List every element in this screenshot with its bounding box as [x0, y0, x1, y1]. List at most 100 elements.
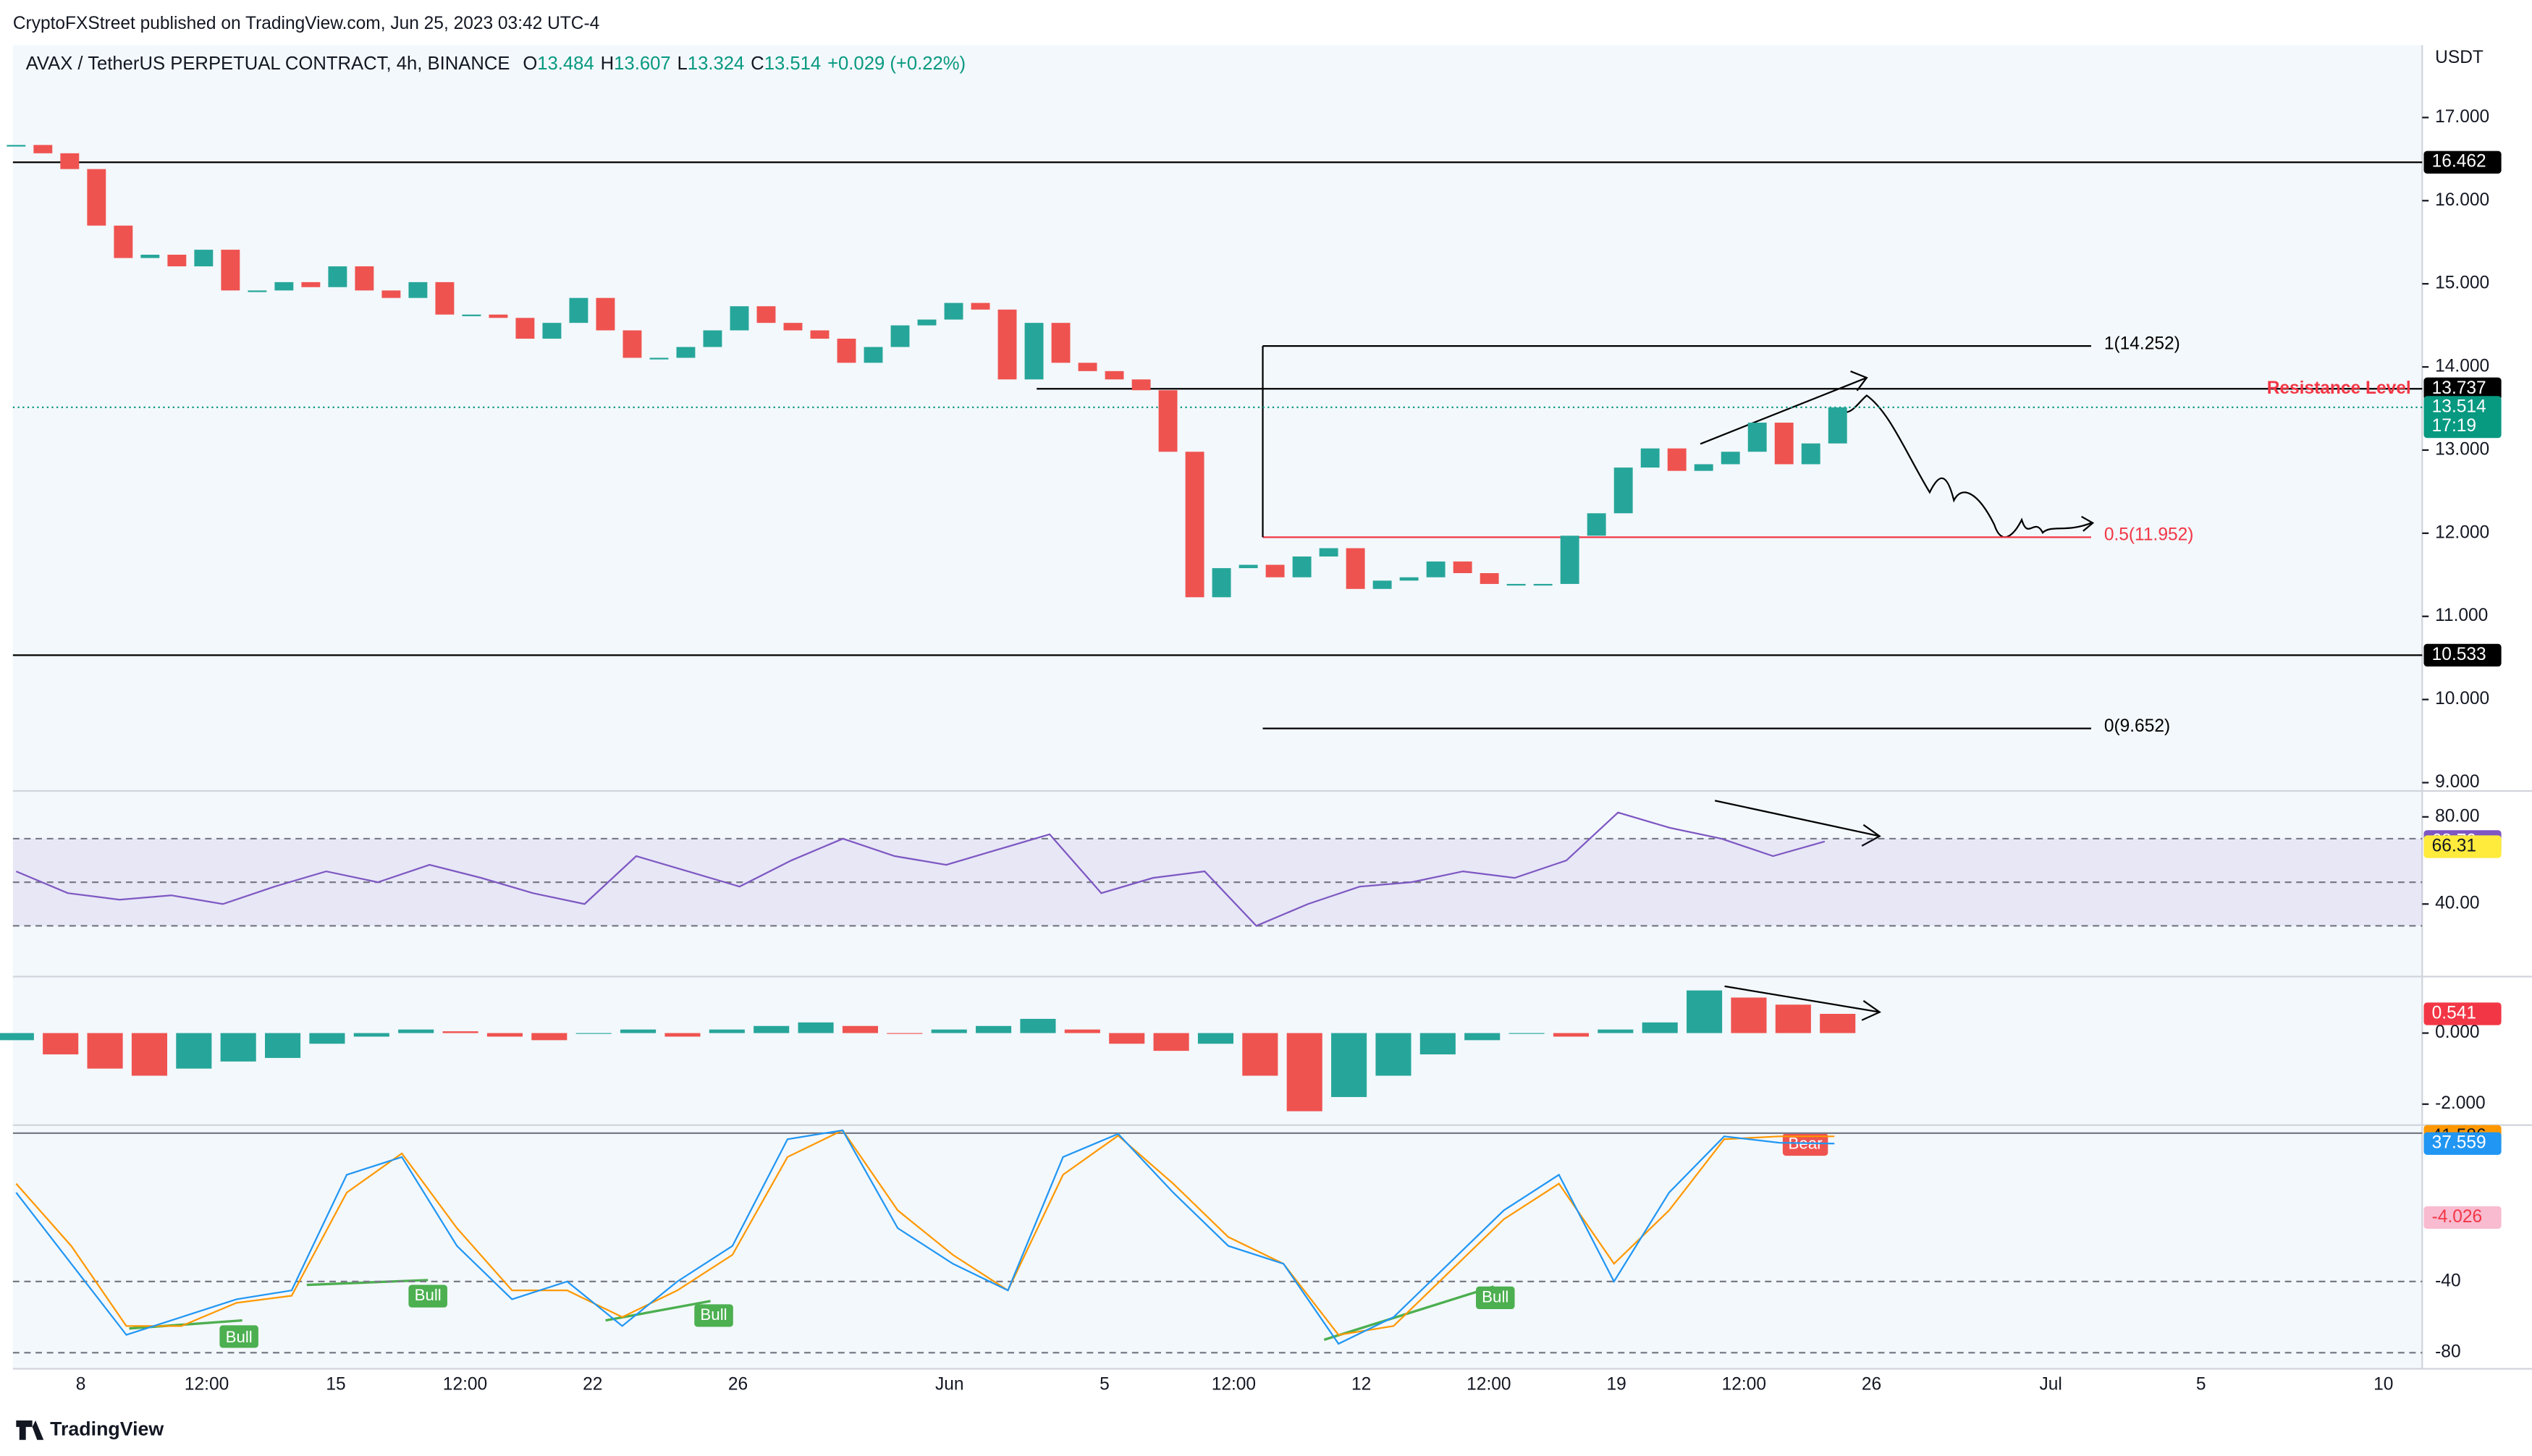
candle: [1346, 548, 1365, 589]
candle: [1212, 568, 1231, 598]
candle: [408, 282, 428, 298]
candle: [917, 319, 937, 326]
candle: [810, 330, 830, 339]
x-tick-label: 12:00: [185, 1374, 229, 1394]
macd-bar: [1598, 1029, 1634, 1033]
candle: [489, 314, 508, 318]
candle: [435, 282, 455, 315]
countdown: 17:19: [2432, 416, 2476, 436]
y-tick-label: 16.000: [2435, 190, 2489, 210]
y-tick-label: -80: [2435, 1342, 2460, 1362]
y-tick-label: 10.000: [2435, 689, 2489, 708]
arrow-head: [2081, 515, 2095, 532]
candle: [730, 306, 749, 331]
candle: [1399, 577, 1419, 581]
candle: [944, 302, 963, 320]
ohlc-value: 13.607: [614, 54, 670, 74]
candle: [1587, 513, 1606, 536]
candle: [60, 153, 80, 169]
candle: [1721, 452, 1740, 465]
macd-bar: [353, 1033, 389, 1037]
candle: [355, 266, 374, 291]
macd-bar: [842, 1025, 879, 1033]
bull-label: Bull: [415, 1286, 442, 1304]
currency: USDT: [2435, 48, 2484, 67]
publisher: CryptoFXStreet published on TradingView.…: [13, 14, 599, 33]
macd-bar: [43, 1033, 79, 1055]
y-tick-label: 0.000: [2435, 1023, 2479, 1042]
bull-badge: [408, 1284, 447, 1308]
rsi-line: [15, 811, 1826, 927]
price-badge: [2423, 835, 2502, 858]
macd-bar: [1375, 1033, 1411, 1076]
candle: [221, 250, 240, 291]
macd-bar: [1109, 1033, 1145, 1044]
candle: [1051, 323, 1071, 363]
macd-bar: [1242, 1033, 1278, 1076]
macd-bar: [265, 1033, 301, 1058]
candle: [194, 250, 214, 267]
price-badge-label: 0.541: [2432, 1003, 2476, 1023]
candle: [1292, 556, 1312, 577]
last-price-badge: [2423, 396, 2502, 439]
ohlc-label: O: [523, 54, 537, 74]
price-badge-label: 10.533: [2432, 645, 2486, 664]
y-tick-label: 11.000: [2435, 606, 2488, 625]
x-tick-label: 10: [2373, 1374, 2393, 1394]
candle: [1506, 583, 1526, 586]
macd-bar: [976, 1025, 1012, 1033]
candle: [462, 314, 481, 316]
macd-bar: [620, 1029, 657, 1033]
price-badge: [2423, 377, 2502, 400]
candle: [274, 282, 294, 291]
macd-bar: [1197, 1033, 1234, 1044]
macd-bar: [1508, 1033, 1545, 1034]
macd-bar: [1064, 1029, 1100, 1033]
last-price-label: 13.514: [2432, 397, 2486, 416]
candle: [837, 339, 856, 363]
candle: [1640, 448, 1660, 468]
candle: [1774, 423, 1794, 465]
fib-label: 1(14.252): [2104, 334, 2180, 353]
macd-bar: [87, 1033, 123, 1069]
candle: [1801, 443, 1820, 465]
bull-label: Bull: [700, 1305, 727, 1324]
price-badge: [2423, 1206, 2502, 1229]
macd-bar: [486, 1033, 523, 1037]
candle: [864, 347, 883, 363]
footer: TradingView: [50, 1418, 164, 1439]
y-tick-label: -40: [2435, 1271, 2460, 1290]
macd-bar: [887, 1033, 923, 1034]
candle: [569, 297, 588, 323]
x-tick-label: 26: [728, 1374, 748, 1394]
candle: [1453, 561, 1472, 573]
candle: [1694, 464, 1713, 471]
candle: [1828, 407, 1847, 444]
macd-bar: [1464, 1033, 1501, 1041]
ohlc-value: 13.324: [688, 54, 744, 74]
bull-label: Bull: [226, 1328, 253, 1346]
y-tick-label: 9.000: [2435, 772, 2479, 792]
candle: [1426, 561, 1446, 577]
macd-bar: [1020, 1018, 1056, 1033]
ohlc-label: H: [601, 54, 615, 74]
ohlc-label: L: [678, 54, 688, 74]
candle: [1024, 323, 1044, 380]
macd-bar: [1331, 1033, 1367, 1097]
candle: [167, 254, 187, 267]
y-tick-label: 80.00: [2435, 806, 2479, 826]
x-tick-label: Jun: [935, 1374, 964, 1394]
candle: [87, 169, 106, 226]
candle: [1533, 583, 1553, 586]
candle: [515, 318, 535, 339]
bear-badge: [1782, 1133, 1828, 1156]
macd-bar: [1153, 1033, 1189, 1051]
candle: [1667, 448, 1687, 471]
bull-badge: [1476, 1286, 1515, 1310]
change: +0.029 (+0.22%): [827, 54, 966, 74]
x-tick-label: 15: [326, 1374, 345, 1394]
ohlc-value: 13.484: [537, 54, 594, 74]
candle: [596, 297, 615, 331]
candle: [783, 323, 803, 331]
trend-arrow: [1714, 800, 1881, 847]
